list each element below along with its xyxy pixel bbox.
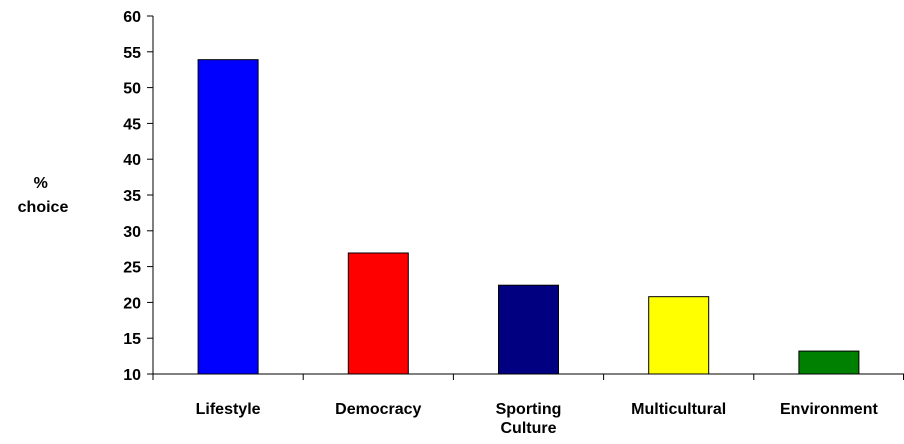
x-category-label: Sporting Culture (496, 401, 562, 437)
y-tick-label: 30 (123, 224, 141, 241)
bars (197, 59, 860, 375)
y-tick-label: 45 (123, 116, 141, 133)
x-category-label: Environment (780, 401, 878, 418)
y-axis: 10 15 20 25 30 35 40 45 50 55 60 (123, 9, 154, 384)
y-axis-label-line-1: % (34, 175, 48, 192)
y-tick-label: 35 (123, 188, 141, 205)
bar (798, 350, 860, 375)
y-tick-label: 15 (123, 331, 141, 348)
y-axis-label: % choice (18, 175, 69, 216)
x-category-label: Democracy (335, 401, 421, 418)
y-tick-label: 55 (123, 45, 141, 62)
y-tick-label: 25 (123, 260, 141, 277)
bar (197, 59, 259, 375)
bar (347, 252, 409, 375)
y-tick-label: 60 (123, 9, 141, 26)
bar (648, 296, 710, 375)
y-tick-label: 10 (123, 367, 141, 384)
y-tick-label: 20 (123, 295, 141, 312)
y-axis-label-line-2: choice (18, 199, 69, 216)
x-category-label: Lifestyle (196, 401, 261, 418)
x-axis: Lifestyle Democracy Sporting Culture Multicu… (152, 373, 904, 437)
y-tick-label: 40 (123, 152, 141, 169)
x-category-label: Multicultural (631, 401, 726, 418)
y-tick-label: 50 (123, 81, 141, 98)
bar (498, 284, 559, 375)
